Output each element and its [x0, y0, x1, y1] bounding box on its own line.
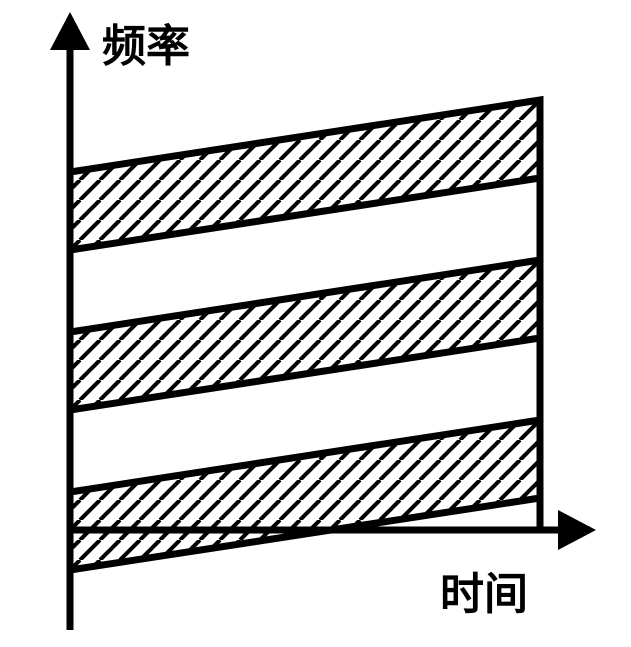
- frequency-band-3: [70, 100, 540, 250]
- frequency-band-2: [70, 260, 540, 410]
- x-axis-label: 时间: [440, 558, 528, 622]
- x-axis-arrowhead: [558, 510, 596, 550]
- y-axis-label: 频率: [102, 10, 190, 74]
- diagram-svg: [0, 0, 631, 647]
- y-axis-arrowhead: [50, 12, 90, 50]
- figure-container: 频率 时间: [0, 0, 631, 647]
- frequency-band-1: [70, 420, 540, 570]
